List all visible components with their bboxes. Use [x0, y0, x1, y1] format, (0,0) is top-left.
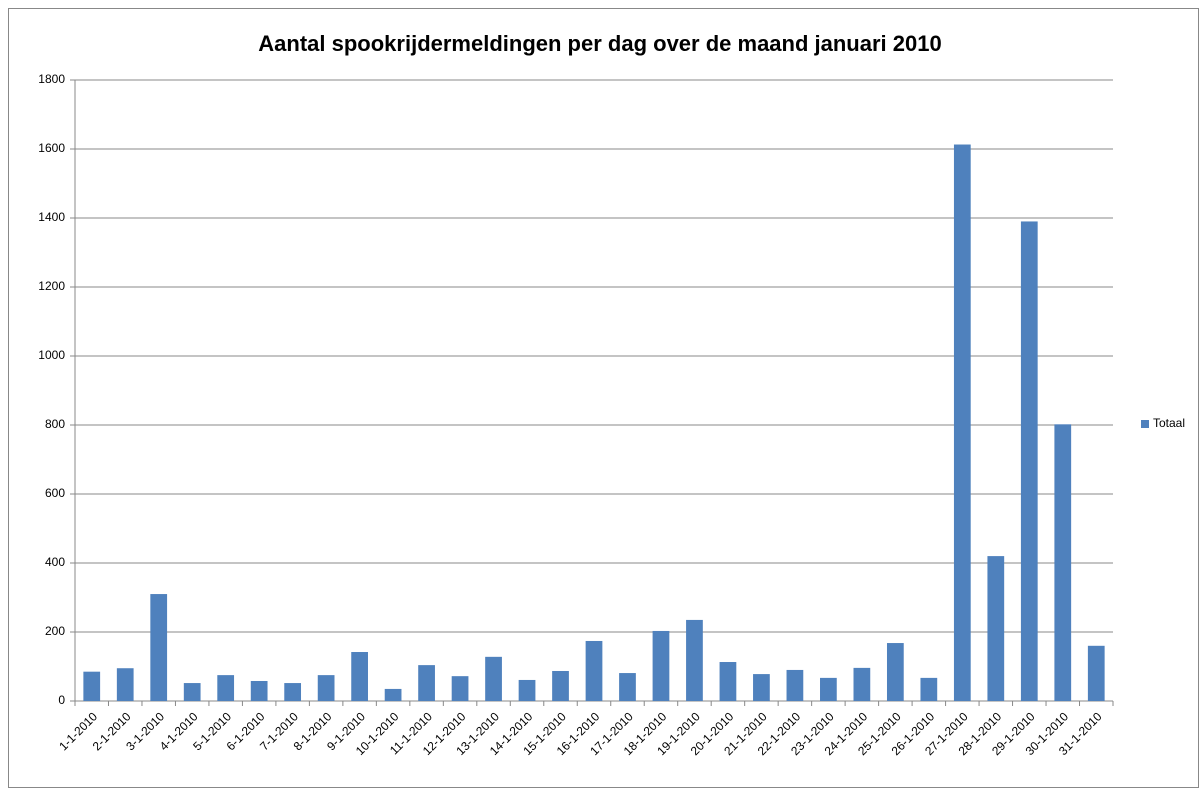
chart-title: Aantal spookrijdermeldingen per dag over… — [258, 31, 941, 56]
y-tick-label: 800 — [45, 417, 65, 431]
bar — [920, 677, 938, 701]
bar — [384, 688, 402, 701]
bar — [820, 677, 837, 701]
bar — [719, 662, 737, 701]
bar — [150, 594, 168, 701]
y-tick-label: 1200 — [38, 279, 65, 293]
bar — [317, 675, 335, 701]
bar — [987, 556, 1005, 701]
bar — [83, 671, 101, 701]
bar — [518, 679, 536, 701]
bar — [753, 674, 770, 701]
bar — [953, 144, 971, 701]
y-tick-label: 1600 — [38, 141, 65, 155]
y-tick-label: 0 — [58, 693, 65, 707]
bar — [652, 630, 670, 701]
bar — [116, 668, 134, 701]
y-tick-label: 400 — [45, 555, 65, 569]
bar — [418, 665, 435, 701]
bar — [552, 670, 569, 701]
bar — [217, 675, 235, 701]
bar — [786, 669, 804, 701]
y-tick-label: 1400 — [38, 210, 65, 224]
legend-label: Totaal — [1153, 416, 1185, 430]
bar — [1087, 645, 1105, 701]
bar — [853, 667, 871, 701]
bar — [183, 683, 201, 701]
y-tick-label: 1800 — [38, 72, 65, 86]
bar — [686, 619, 703, 701]
bar — [284, 683, 302, 701]
bar — [485, 656, 502, 701]
bar — [619, 673, 636, 701]
legend-swatch — [1141, 420, 1149, 428]
bar — [585, 640, 603, 701]
bar — [250, 680, 268, 701]
bar — [886, 643, 904, 701]
bar — [351, 652, 368, 701]
bar — [1054, 424, 1072, 701]
chart-frame — [8, 8, 1199, 788]
bar — [1020, 221, 1038, 701]
y-tick-label: 1000 — [38, 348, 65, 362]
bar — [451, 676, 469, 701]
y-tick-label: 600 — [45, 486, 65, 500]
y-tick-label: 200 — [45, 624, 65, 638]
